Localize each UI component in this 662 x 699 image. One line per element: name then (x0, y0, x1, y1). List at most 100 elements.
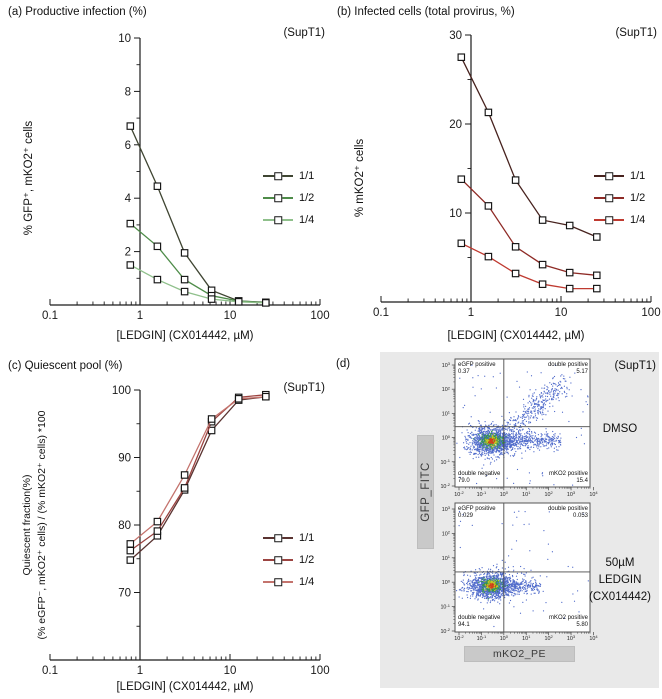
flow-y-tick-label: 10-1 (440, 603, 450, 611)
y-tick-label: 10 (449, 208, 462, 220)
marker (593, 284, 601, 293)
legend-marker-icon (274, 172, 282, 180)
panel-b-cellline-annotation: (SupT1) (615, 27, 657, 39)
flow2-quadrant-top-right: double positive 0.053 (548, 506, 588, 519)
y-tick-label: 20 (449, 119, 462, 131)
legend-marker-icon (274, 216, 282, 224)
panel-a: 0.1 1 10 100 2 4 6 8 10 (a) Productive infection… (0, 0, 331, 350)
panel-b-title: (b) Infected cells (total provirus, %) (337, 6, 515, 18)
series-1/2 (126, 219, 270, 307)
panel-c-plot: 0.1 1 10 100 70 80 90 100 (42, 385, 330, 677)
series-1/1 (457, 53, 601, 241)
flow2-tr-label: double positive (547, 506, 588, 512)
flow-y-tick-label: 102 (442, 385, 451, 393)
flow2-bl-value: 94.1 (458, 621, 470, 628)
marker (565, 284, 574, 293)
marker (153, 242, 162, 251)
flow-y-tick-label: 103 (442, 505, 451, 513)
axes: 0.1 1 10 100 10 20 30 (373, 30, 661, 319)
panel-a-plot: 0.1 1 10 100 2 4 6 8 10 (42, 33, 330, 322)
series-1/4 (126, 261, 270, 307)
flow2-condition-line3: (CX014442) (588, 591, 652, 603)
y-tick-label: 80 (118, 520, 131, 532)
legend-marker-icon (274, 534, 282, 542)
flow2-condition-line1: 50µM (605, 557, 635, 569)
flow-x-tick-label: 101 (522, 634, 531, 642)
y-tick-label: 8 (125, 86, 131, 98)
marker (126, 219, 135, 228)
marker (511, 243, 520, 251)
marker (484, 252, 493, 261)
y-tick-label: 2 (125, 247, 131, 259)
flow-x-tick-label: 10-2 (454, 490, 464, 498)
flow-y-axis-bar: GFP_FITC (417, 435, 434, 549)
panel-d: 10-2 10-1 100 101 102 103 104 103 102 101 100 10-1 1… (331, 350, 662, 699)
legend-line (263, 534, 293, 542)
legend-label: 1/2 (299, 554, 315, 566)
flow-x-tick-label: 103 (567, 634, 576, 642)
legend-item-1/4: 1/4 (263, 571, 314, 593)
panel-a-title: (a) Productive infection (%) (8, 6, 147, 18)
legend-line (263, 194, 293, 202)
legend-marker-icon (605, 194, 613, 202)
flow1-bl-value: 79.0 (458, 477, 470, 484)
marker (180, 471, 189, 479)
legend-marker-icon (274, 194, 282, 202)
flow1-quadrant-bottom-left: double negative 79.0 (458, 471, 500, 484)
flow2-tl-label: eGFP positive (458, 506, 496, 512)
legend-label: 1/2 (299, 192, 315, 204)
flow1-tr-value: 5.17 (576, 368, 588, 375)
panel-c-title: (c) Quiescent pool (%) (8, 360, 123, 372)
flow1-quadrant-top-left: eGFP positive 0.37 (458, 362, 496, 375)
legend-label: 1/4 (299, 214, 315, 226)
flow-x-axis-bar-label: mKO2_PE (492, 648, 547, 660)
marker (126, 556, 135, 564)
legend-item-1/1: 1/1 (263, 165, 314, 187)
panel-b-x-axis-label: [LEDGIN] (CX014442, µM) (447, 330, 585, 342)
panel-a-cellline-annotation: (SupT1) (283, 27, 325, 39)
flow2-quadrant-bottom-right: mKO2 positive 5.80 (549, 615, 588, 628)
legend-marker-icon (605, 172, 613, 180)
flow-x-tick-label: 101 (522, 490, 531, 498)
marker (511, 269, 520, 278)
legend-label: 1/2 (630, 192, 646, 204)
axes: 0.1 1 10 100 2 4 6 8 10 (42, 33, 330, 322)
flow2-bl-label: double negative (458, 615, 501, 621)
flow-x-tick-label: 104 (589, 490, 598, 498)
panel-c-legend: 1/1 1/2 1/4 (263, 527, 314, 593)
marker (126, 261, 135, 269)
legend-item-1/2: 1/2 (263, 187, 314, 209)
marker (153, 527, 162, 535)
flow-x-axis-bar: mKO2_PE (464, 646, 575, 662)
legend-item-1/1: 1/1 (263, 527, 314, 549)
legend-label: 1/4 (630, 214, 646, 226)
marker (262, 392, 270, 401)
panel-b: 0.1 1 10 100 10 20 30 (b) Infected cells (tota… (331, 0, 662, 350)
panel-c: 0.1 1 10 100 70 80 90 100 (c) Quiescent pool (%… (0, 350, 331, 699)
legend-item-1/4: 1/4 (263, 209, 314, 231)
marker (262, 299, 270, 307)
x-tick-label: 0.1 (42, 665, 58, 677)
flow-x-tick-label: 102 (545, 634, 554, 642)
flow-x-tick-label: 104 (589, 634, 598, 642)
marker (180, 484, 189, 492)
y-tick-label: 100 (112, 385, 131, 397)
marker (180, 275, 189, 284)
legend-item-1/4: 1/4 (594, 209, 645, 231)
flow-x-tick-label: 100 (500, 490, 509, 498)
density-dots-red (486, 582, 497, 590)
marker (538, 260, 547, 269)
legend-line (263, 556, 293, 564)
flow-plot-2: 10-2 10-1 100 101 102 103 104 103 102 101 100 10-1 1… (440, 502, 598, 642)
flow1-quadrant-bottom-right: mKO2 positive 15.4 (549, 471, 588, 484)
flow2-condition-label: 50µM LEDGIN (CX014442) (589, 555, 651, 606)
flow-x-tick-label: 10-1 (477, 490, 487, 498)
flow1-tl-value: 0.37 (458, 368, 470, 375)
marker (484, 202, 493, 210)
y-tick-label: 30 (449, 30, 462, 42)
marker (538, 216, 547, 224)
y-tick-label: 4 (125, 193, 132, 205)
panel-b-legend: 1/1 1/2 1/4 (594, 165, 645, 231)
marker (207, 415, 216, 423)
